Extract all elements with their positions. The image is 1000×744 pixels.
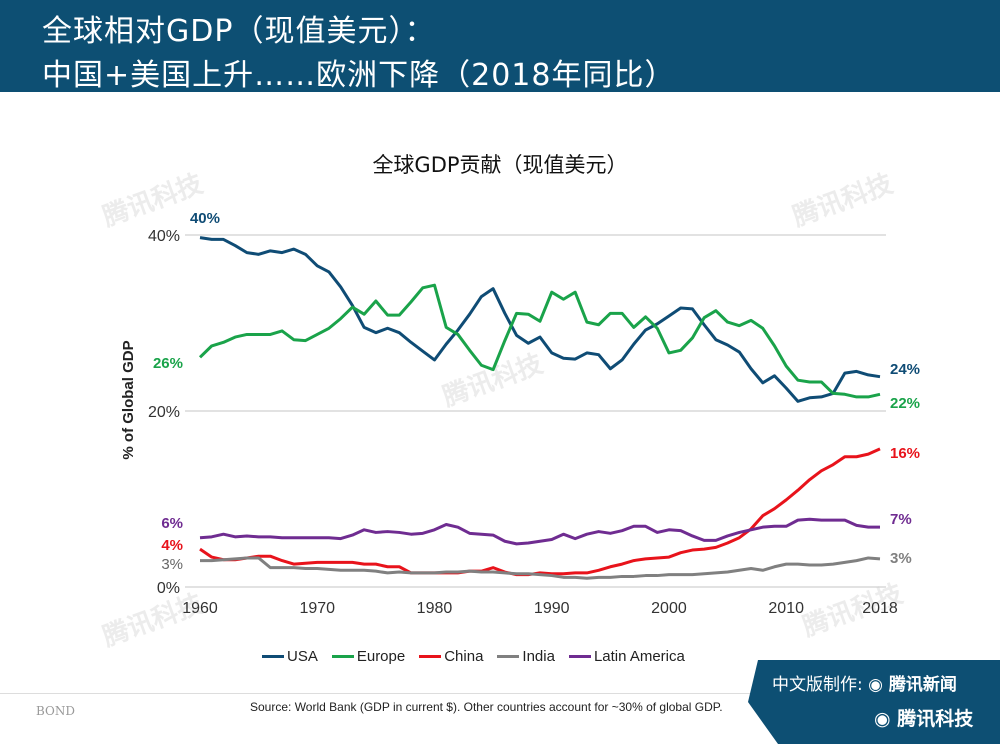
y-tick-label: 0% (157, 580, 180, 597)
y-tick-label: 40% (148, 228, 180, 245)
end-label-europe: 22% (890, 395, 920, 412)
legend-swatch (419, 655, 442, 658)
tencent-badge: 中文版制作: ◉ 腾讯新闻 ◉ 腾讯科技 (748, 660, 1000, 744)
x-tick-label: 2000 (651, 600, 687, 617)
x-tick-label: 2010 (768, 600, 804, 617)
series-line-usa (199, 236, 881, 403)
slide-header: 全球相对GDP（现值美元）： 中国+美国上升……欧洲下降（2018年同比） (0, 0, 1000, 93)
tencent-tech-logo: ◉ 腾讯科技 (874, 708, 974, 730)
x-tick-label: 1970 (299, 600, 335, 617)
legend-item: Latin America (568, 648, 685, 665)
y-axis-label: % of Global GDP (120, 340, 137, 459)
legend: USA Europe China India Latin America (262, 648, 685, 665)
bond-logo: BOND (36, 704, 75, 718)
x-tick-label: 2018 (862, 600, 898, 617)
series-line-india (200, 556, 881, 580)
legend-item: Europe (331, 648, 406, 665)
legend-item: China (419, 648, 483, 665)
x-tick-label: 1960 (182, 600, 218, 617)
series-line-latin-america (199, 517, 880, 546)
slide-title-line2: 中国+美国上升……欧洲下降（2018年同比） (42, 58, 676, 93)
source-note: Source: World Bank (GDP in current $). O… (250, 700, 723, 714)
footer-divider (0, 693, 760, 694)
series-line-europe (198, 283, 881, 399)
legend-swatch (497, 655, 520, 658)
legend-item: USA (262, 648, 318, 665)
end-label-india: 3% (890, 550, 912, 567)
badge-line1: 中文版制作: ◉ 腾讯新闻 (772, 675, 957, 695)
x-tick-label: 1990 (534, 600, 570, 617)
legend-label: China (444, 648, 484, 665)
x-tick-label: 1980 (417, 600, 453, 617)
legend-swatch (568, 655, 591, 658)
end-label-latin-america: 7% (890, 511, 912, 528)
legend-label: Latin America (593, 648, 685, 665)
legend-swatch (262, 655, 284, 658)
end-label-usa: 24% (890, 361, 920, 378)
legend-swatch (331, 655, 354, 658)
start-label-latin-america: 6% (161, 515, 183, 532)
legend-item: India (497, 648, 555, 665)
series-line-china (199, 447, 881, 577)
legend-label: USA (287, 648, 318, 665)
end-label-china: 16% (890, 445, 920, 462)
y-tick-label: 20% (148, 404, 180, 421)
legend-label: Europe (356, 648, 406, 665)
slide-title-line1: 全球相对GDP（现值美元）： (42, 14, 436, 49)
made-by-label: 中文版制作: (772, 675, 863, 695)
tencent-news-logo: 腾讯新闻 (888, 675, 957, 695)
start-label-europe: 26% (153, 355, 183, 372)
start-label-china: 4% (161, 537, 183, 554)
start-label-india: 3% (161, 556, 183, 573)
start-label-usa: 40% (190, 210, 220, 227)
legend-label: India (522, 648, 555, 665)
chart-title: 全球GDP贡献（现值美元） (372, 153, 627, 177)
